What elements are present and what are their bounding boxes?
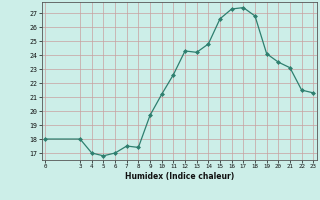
X-axis label: Humidex (Indice chaleur): Humidex (Indice chaleur) — [124, 172, 234, 181]
